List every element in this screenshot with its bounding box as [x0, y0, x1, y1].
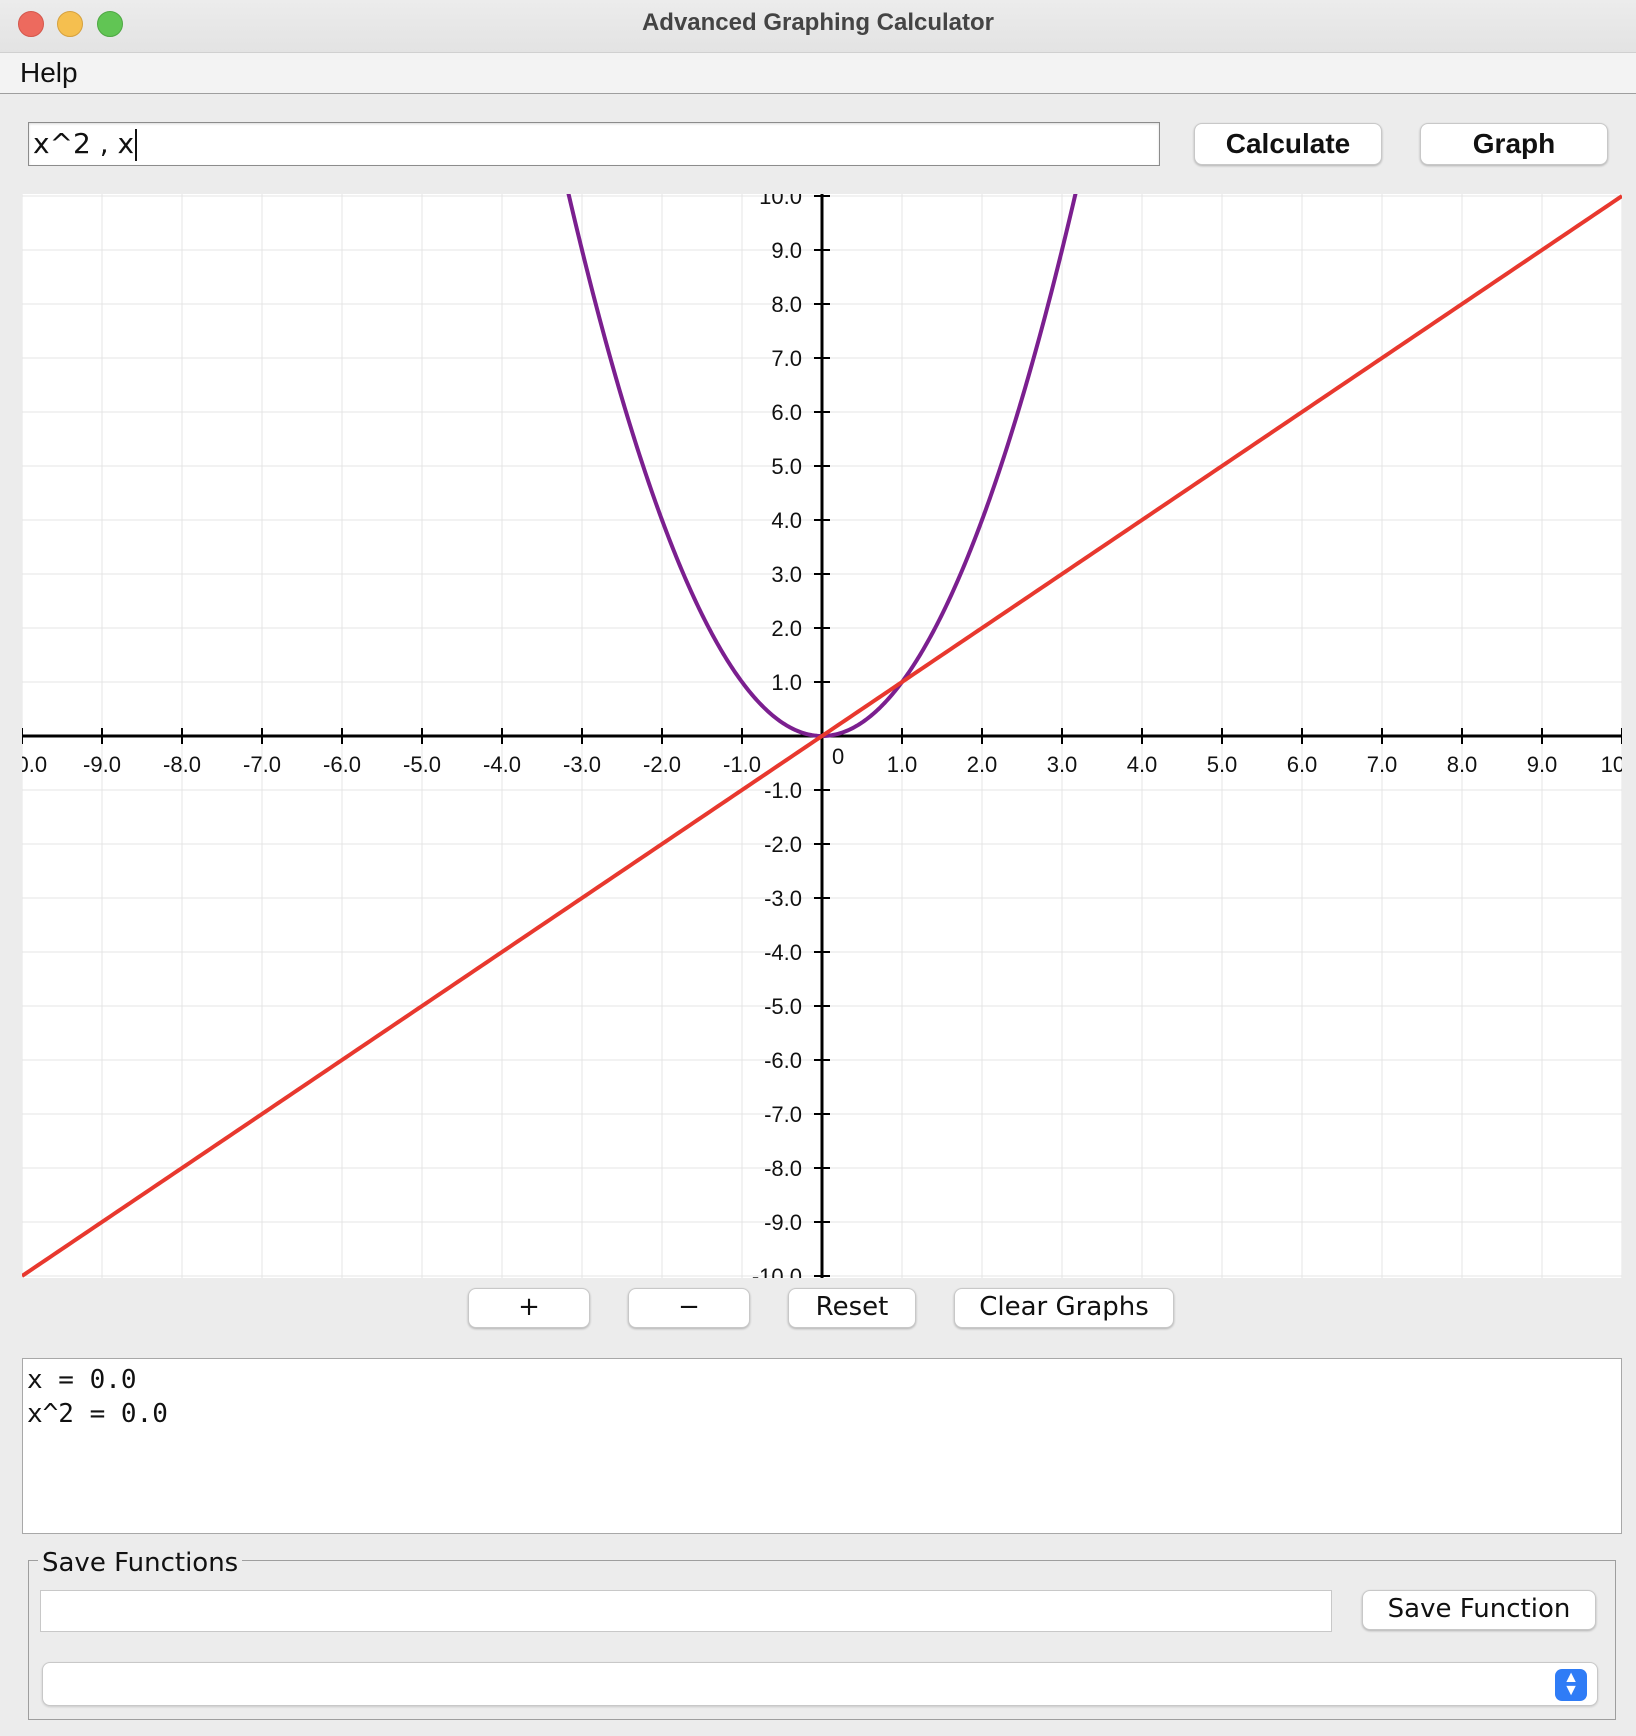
save-function-button[interactable]: Save Function: [1362, 1590, 1596, 1630]
save-functions-label: Save Functions: [38, 1546, 243, 1580]
zoom-in-button[interactable]: +: [468, 1288, 590, 1328]
x-tick-label: 6.0: [1287, 752, 1318, 777]
y-tick-label: 1.0: [771, 670, 802, 695]
x-tick-label: -5.0: [403, 752, 441, 777]
y-tick-label: -1.0: [764, 778, 802, 803]
graph-panel[interactable]: -10.0 -9.0 -8.0 -7.0 -6.0 -5.0 -4.0 -3.0 -2.0 -1.…: [22, 194, 1622, 1278]
output-line: x = 0.0: [27, 1365, 137, 1395]
y-tick-label: 5.0: [771, 454, 802, 479]
text-caret: [135, 129, 138, 161]
zoom-out-button[interactable]: −: [628, 1288, 750, 1328]
x-tick-label: 2.0: [967, 752, 998, 777]
y-tick-label: 10.0: [759, 194, 802, 209]
y-tick-label: -2.0: [764, 832, 802, 857]
x-tick-label: 9.0: [1527, 752, 1558, 777]
y-tick-label: -9.0: [764, 1210, 802, 1235]
save-functions-group: [28, 1560, 1616, 1720]
x-tick-label: -6.0: [323, 752, 361, 777]
clear-graphs-button[interactable]: Clear Graphs: [954, 1288, 1174, 1328]
y-tick-label: 9.0: [771, 238, 802, 263]
output-line: x^2 = 0.0: [27, 1399, 168, 1429]
expression-value: x^2 , x: [33, 127, 135, 160]
menu-bar: Help: [0, 53, 1636, 94]
calculate-button[interactable]: Calculate: [1194, 123, 1382, 165]
y-tick-label: 3.0: [771, 562, 802, 587]
close-window-button[interactable]: [18, 11, 44, 37]
y-tick-label: 7.0: [771, 346, 802, 371]
y-tick-label: -3.0: [764, 886, 802, 911]
y-tick-label: -10.0: [752, 1264, 802, 1278]
x-tick-label: -4.0: [483, 752, 521, 777]
x-tick-label: -1.0: [723, 752, 761, 777]
output-area[interactable]: x = 0.0 x^2 = 0.0: [22, 1358, 1622, 1534]
y-tick-label: 8.0: [771, 292, 802, 317]
x-tick-label: 5.0: [1207, 752, 1238, 777]
chevron-up-down-icon: ▲ ▼: [1555, 1669, 1587, 1701]
saved-functions-select[interactable]: ▲ ▼: [42, 1662, 1598, 1706]
x-tick-label: -7.0: [243, 752, 281, 777]
minimize-window-button[interactable]: [57, 11, 83, 37]
x-tick-label: -8.0: [163, 752, 201, 777]
x-tick-label: 7.0: [1367, 752, 1398, 777]
y-tick-label: -7.0: [764, 1102, 802, 1127]
y-tick-label: -8.0: [764, 1156, 802, 1181]
zoom-window-button[interactable]: [97, 11, 123, 37]
x-tick-label: 4.0: [1127, 752, 1158, 777]
y-tick-label: 2.0: [771, 616, 802, 641]
expression-input[interactable]: x^2 , x: [28, 122, 1160, 166]
x-tick-label: 8.0: [1447, 752, 1478, 777]
y-tick-label: -5.0: [764, 994, 802, 1019]
function-name-input[interactable]: [40, 1590, 1332, 1632]
series-line-x: [22, 194, 1622, 1278]
graph-canvas[interactable]: -10.0 -9.0 -8.0 -7.0 -6.0 -5.0 -4.0 -3.0 -2.0 -1.…: [22, 194, 1622, 1278]
x-tick-label: -2.0: [643, 752, 681, 777]
x-tick-label: -10.0: [22, 752, 47, 777]
y-tick-label: -4.0: [764, 940, 802, 965]
title-bar: Advanced Graphing Calculator: [0, 0, 1636, 53]
x-tick-label: -3.0: [563, 752, 601, 777]
x-tick-label: -9.0: [83, 752, 121, 777]
y-tick-label: -6.0: [764, 1048, 802, 1073]
graph-button[interactable]: Graph: [1420, 123, 1608, 165]
menu-help[interactable]: Help: [20, 57, 78, 88]
origin-label: 0: [832, 744, 844, 769]
window-title: Advanced Graphing Calculator: [641, 9, 995, 36]
x-tick-label: 3.0: [1047, 752, 1078, 777]
x-tick-label: 10.0: [1601, 752, 1622, 777]
reset-button[interactable]: Reset: [788, 1288, 916, 1328]
x-tick-label: 1.0: [887, 752, 918, 777]
y-tick-label: 4.0: [771, 508, 802, 533]
y-tick-label: 6.0: [771, 400, 802, 425]
